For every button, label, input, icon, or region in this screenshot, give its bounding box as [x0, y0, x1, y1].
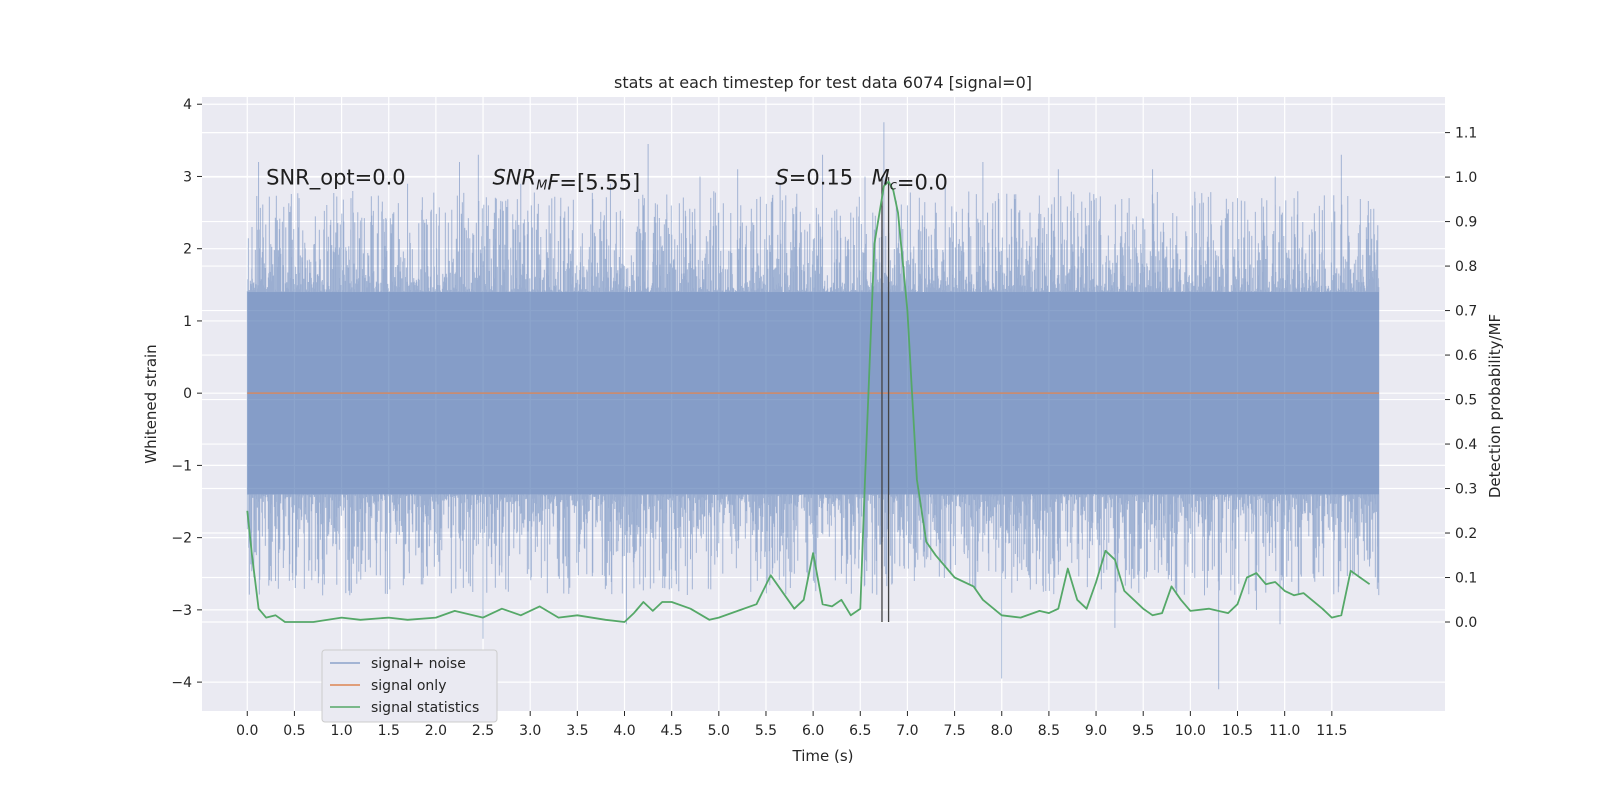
x-tick-label: 10.5	[1222, 723, 1253, 739]
axes: 0.0 0.5 1.0 1.5 2.0 2.5 3.0 3.5 4.0 4.5 5.0 5.5 6.0 6…	[171, 97, 1477, 739]
x-tick-label: 2.5	[472, 723, 494, 739]
annotation-text: SNR_opt=0.0	[266, 165, 406, 190]
y2-tick-label: 1.1	[1455, 126, 1477, 142]
x-tick-label: 8.5	[1038, 723, 1060, 739]
x-tick-label: 1.0	[330, 723, 352, 739]
y2-tick-label: 0.1	[1455, 571, 1477, 587]
legend-label-signal-statistics: signal statistics	[371, 700, 479, 716]
x-axis-label: Time (s)	[792, 747, 854, 765]
y2-tick-label: 0.9	[1455, 215, 1477, 231]
y-axis-label: Whitened strain	[142, 344, 160, 463]
x-tick-label: 11.5	[1316, 723, 1347, 739]
y2-tick-label: 0.5	[1455, 393, 1477, 409]
legend-label-signal-only: signal only	[371, 678, 446, 694]
y-tick-label: 4	[183, 97, 192, 113]
series-signal-noise	[246, 122, 1380, 690]
y2-tick-label: 0.2	[1455, 526, 1477, 542]
x-tick-label: 10.0	[1175, 723, 1206, 739]
y2-tick-label: 0.3	[1455, 482, 1477, 498]
x-tick-label: 7.0	[896, 723, 918, 739]
x-tick-label: 8.0	[991, 723, 1013, 739]
x-tick-label: 11.0	[1269, 723, 1300, 739]
x-tick-label: 6.5	[849, 723, 871, 739]
x-tick-label: 4.5	[661, 723, 683, 739]
x-tick-label: 9.5	[1132, 723, 1154, 739]
y-tick-label: −2	[171, 531, 192, 547]
x-tick-label: 5.5	[755, 723, 777, 739]
legend: signal+ noise signal only signal statist…	[321, 649, 498, 723]
series-signal-statistics	[246, 180, 1371, 623]
y-tick-label: −1	[171, 458, 192, 474]
y2-tick-label: 0.8	[1455, 259, 1477, 275]
y-tick-label: 3	[183, 169, 192, 185]
legend-frame	[321, 649, 498, 723]
x-tick-label: 0.5	[283, 723, 305, 739]
x-tick-label: 9.0	[1085, 723, 1107, 739]
y2-axis-label: Detection probability/MF	[1486, 314, 1504, 498]
y2-tick-label: 1.0	[1455, 170, 1477, 186]
chart-title: stats at each timestep for test data 607…	[614, 73, 1032, 92]
plot-area	[246, 122, 1380, 690]
y-tick-label: 1	[183, 314, 192, 330]
x-tick-label: 5.0	[708, 723, 730, 739]
annotations: SNR_opt=0.0 SNRMF=[5.55] S=0.15 Mc=0.0	[266, 165, 948, 194]
x-tick-label: 0.0	[236, 723, 258, 739]
annotation-text: SNRMF=[5.55]	[492, 165, 640, 194]
annotation-text: S=0.15	[775, 165, 853, 189]
x-tick-label: 4.0	[613, 723, 635, 739]
x-tick-label: 7.5	[943, 723, 965, 739]
x-tick-label: 2.0	[425, 723, 447, 739]
y2-tick-label: 0.7	[1455, 304, 1477, 320]
y-tick-label: 0	[183, 386, 192, 402]
annotation-text: Mc=0.0	[872, 165, 948, 194]
y2-tick-label: 0.4	[1455, 437, 1477, 453]
x-tick-label: 1.5	[378, 723, 400, 739]
y-tick-label: −3	[171, 603, 192, 619]
x-tick-label: 3.5	[566, 723, 588, 739]
x-tick-label: 6.0	[802, 723, 824, 739]
legend-label-signal-noise: signal+ noise	[371, 656, 466, 672]
y-tick-label: 2	[183, 242, 192, 258]
y2-tick-label: 0.6	[1455, 348, 1477, 364]
x-tick-label: 3.0	[519, 723, 541, 739]
y-tick-label: −4	[171, 675, 192, 691]
y2-tick-label: 0.0	[1455, 615, 1477, 631]
